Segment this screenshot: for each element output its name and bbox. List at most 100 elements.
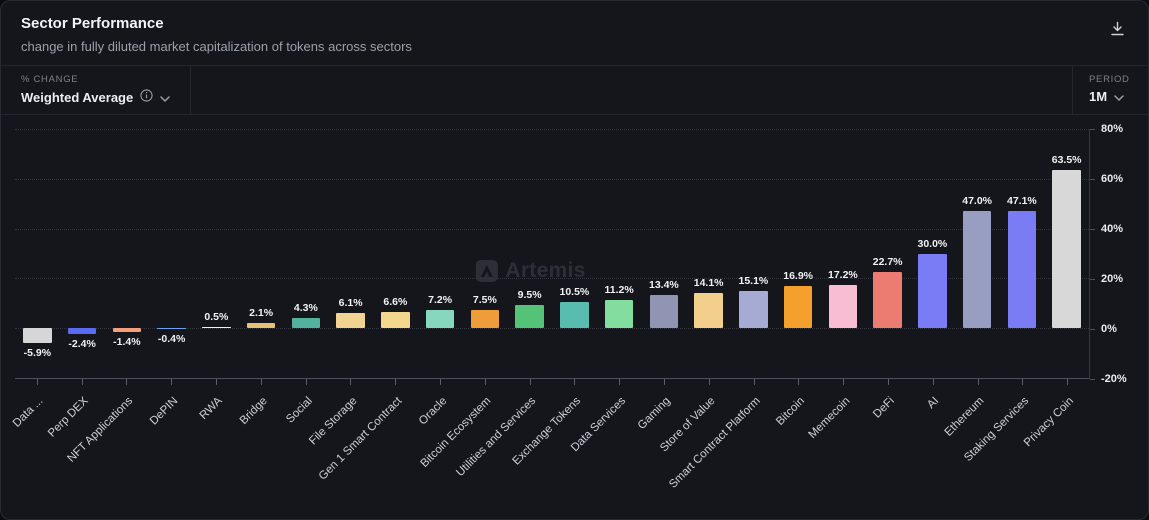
change-metric-dropdown[interactable]: % CHANGE Weighted Average	[1, 66, 191, 114]
bar-slot: 6.1%	[328, 129, 373, 378]
chart-bar[interactable]	[425, 310, 455, 329]
x-axis-label: Oracle	[416, 395, 450, 428]
bar-value-label: 4.3%	[293, 301, 318, 314]
chart-bar[interactable]	[739, 290, 768, 329]
bar-slot: -1.4%	[105, 129, 150, 378]
download-button[interactable]	[1103, 15, 1132, 45]
gridline	[15, 228, 1089, 230]
chart-bar[interactable]	[23, 328, 52, 343]
chart-bar[interactable]	[1007, 210, 1037, 329]
x-axis-tick	[1067, 379, 1069, 385]
bar-slot: 7.5%	[463, 129, 508, 378]
x-axis-tick	[216, 379, 218, 385]
x-axis-label: Smart Contract Platform	[666, 395, 763, 491]
bar-slot: 7.2%	[418, 129, 463, 378]
x-axis-tick	[529, 379, 531, 385]
chart-bar[interactable]	[470, 309, 500, 329]
chart-bar[interactable]	[783, 286, 813, 329]
bar-value-label: 11.2%	[604, 284, 634, 297]
x-axis-tick	[887, 379, 889, 385]
x-axis-tick	[574, 379, 576, 385]
x-axis-label: Gen 1 Smart Contract	[316, 395, 405, 483]
chart-bar[interactable]	[157, 328, 186, 330]
header: Sector Performance change in fully dilut…	[1, 1, 1148, 65]
x-axis-label: Bridge	[237, 395, 270, 427]
x-axis-tick	[798, 379, 800, 385]
bar-slot: 30.0%	[910, 129, 955, 378]
x-axis-tick	[708, 379, 710, 385]
gridline	[15, 178, 1089, 180]
x-axis-label: Ethereum	[942, 395, 987, 439]
chart-bar[interactable]	[873, 271, 902, 329]
bar-value-label: 9.5%	[517, 288, 542, 301]
bar-value-label: 47.1%	[1006, 194, 1037, 207]
gridline	[15, 328, 1089, 330]
bar-slot: 13.4%	[642, 129, 687, 378]
bar-value-label: 0.5%	[204, 310, 229, 323]
x-axis-tick	[977, 379, 979, 385]
bar-value-label: 30.0%	[917, 237, 948, 250]
bar-slot: -0.4%	[149, 129, 194, 378]
bar-value-label: 47.0%	[962, 195, 993, 208]
chart-bar[interactable]	[918, 253, 947, 329]
bar-value-label: 14.1%	[693, 277, 724, 290]
y-axis: 80% 60% 40% 20% 0% -20%	[1090, 123, 1142, 385]
plot-column: Artemis -5.9% -2.4% -1.4% -0.4% 0.5% 2.1% 4.3%…	[11, 129, 1090, 519]
chart-bar[interactable]	[1052, 170, 1081, 329]
bar-slot: 2.1%	[239, 129, 284, 378]
chart-bar[interactable]	[560, 302, 589, 329]
bar-slot: -2.4%	[60, 129, 105, 378]
chart-bar[interactable]	[381, 311, 410, 329]
download-icon	[1109, 21, 1126, 40]
chart-bar[interactable]	[336, 313, 365, 329]
bar-slot: 16.9%	[776, 129, 821, 378]
chart-bar[interactable]	[649, 294, 679, 329]
bar-value-label: 6.6%	[383, 295, 408, 308]
bar-value-label: 10.5%	[559, 286, 590, 299]
period-dropdown[interactable]: PERIOD 1M	[1072, 66, 1148, 114]
x-axis-tick	[1022, 379, 1024, 385]
x-axis-tick	[350, 379, 352, 385]
chart-bar[interactable]	[828, 285, 858, 329]
chart-bar[interactable]	[962, 211, 992, 329]
chart-bar[interactable]	[202, 326, 231, 329]
x-axis-label: Memecoin	[806, 395, 853, 442]
chevron-down-icon	[1114, 89, 1124, 104]
bar-value-label: 17.2%	[827, 269, 858, 282]
bar-slot: 47.0%	[955, 129, 1000, 378]
chart-bar[interactable]	[67, 328, 97, 335]
chart-bar[interactable]	[694, 293, 723, 329]
controls-bar: % CHANGE Weighted Average PERIOD 1M	[1, 65, 1148, 115]
bar-value-label: 63.5%	[1051, 154, 1082, 167]
chart-bar[interactable]	[291, 317, 321, 329]
bar-slot: 10.5%	[552, 129, 597, 378]
y-axis-label: -20%	[1101, 373, 1127, 385]
bar-slot: 4.3%	[284, 129, 329, 378]
x-axis-tick	[753, 379, 755, 385]
y-axis-label: 80%	[1101, 123, 1124, 135]
chart-bar[interactable]	[112, 328, 142, 332]
gridline	[15, 129, 1089, 130]
y-axis-label: 0%	[1101, 323, 1117, 335]
plot-area: Artemis -5.9% -2.4% -1.4% -0.4% 0.5% 2.1% 4.3%…	[15, 129, 1090, 379]
chart-bar[interactable]	[246, 322, 276, 329]
bar-slot: 14.1%	[686, 129, 731, 378]
chart-bar[interactable]	[515, 304, 544, 329]
x-axis-label: RWA	[198, 395, 226, 423]
bar-slot: 9.5%	[507, 129, 552, 378]
x-axis-tick	[305, 379, 307, 385]
x-axis-tick	[395, 379, 397, 385]
change-metric-value: Weighted Average	[21, 89, 134, 105]
info-icon	[140, 89, 153, 105]
bar-slot: 22.7%	[865, 129, 910, 378]
x-axis-tick	[126, 379, 128, 385]
chart-bar[interactable]	[604, 300, 634, 329]
x-axis-tick	[619, 379, 621, 385]
x-axis-label: Bitcoin	[774, 395, 808, 428]
bar-slot: 6.6%	[373, 129, 418, 378]
x-axis-tick	[36, 379, 38, 385]
bar-value-label: 13.4%	[648, 278, 679, 291]
bar-slot: 47.1%	[1000, 129, 1045, 378]
x-axis-label: DeFi	[871, 395, 897, 421]
